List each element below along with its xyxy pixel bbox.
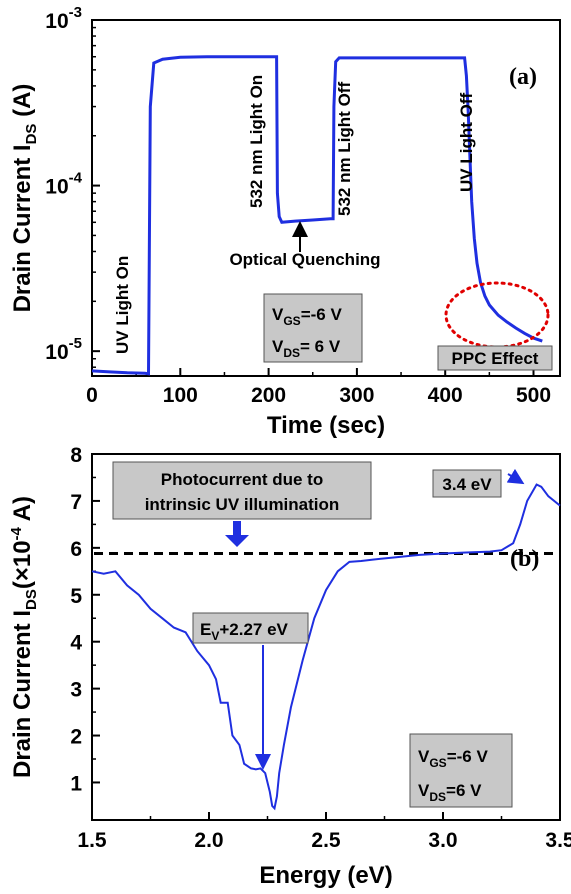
svg-text:EV+2.27 eV: EV+2.27 eV xyxy=(200,620,289,643)
panel-a-x-tick-label: 400 xyxy=(428,384,463,407)
panel-a-frame xyxy=(91,19,561,377)
panel-b-label: (b) xyxy=(510,546,539,572)
panel-a-ylabel: Drain Current IDS (A) xyxy=(9,84,40,313)
dip-label-box: EV+2.27 eV xyxy=(192,612,309,644)
svg-text:VDS= 6 V: VDS= 6 V xyxy=(272,337,341,360)
panel-a-x-tick-label: 300 xyxy=(339,384,374,407)
panel-b-y-ticks: 1 2 3 4 5 6 7 8 xyxy=(70,444,100,795)
panel-b-x-tick-label: 2.5 xyxy=(311,829,341,852)
panel-a-x-tick-label: 200 xyxy=(251,384,286,407)
panel-a-y-ticks: 10-5 10-4 10-3 xyxy=(45,4,100,368)
panel-b-bias-box: VGS=-6 V VDS=6 V xyxy=(409,733,513,808)
panel-b-x-tick-label: 3.0 xyxy=(428,829,457,852)
panel-a: 0 100 200 300 400 500 10-5 10-4 10-3 Time (sec)… xyxy=(9,4,561,439)
photocurrent-box: Photocurrent due to intrinsic UV illumin… xyxy=(112,461,372,520)
panel-a-y-tick-label: 10-3 xyxy=(45,4,82,33)
panel-b-y-tick-label: 8 xyxy=(70,444,82,467)
panel-b-x-tick-label: 2.0 xyxy=(194,829,223,852)
panel-b-y-tick-label: 6 xyxy=(70,538,82,561)
svg-text:3.4 eV: 3.4 eV xyxy=(442,475,492,494)
panel-a-bias-box: VGS=-6 V VDS= 6 V xyxy=(263,293,363,363)
panel-a-x-ticks: 0 100 200 300 400 500 xyxy=(86,368,551,407)
panel-b-x-ticks: 1.5 2.0 2.5 3.0 3.5 xyxy=(77,812,571,852)
svg-text:VDS=6 V: VDS=6 V xyxy=(418,781,482,804)
peak-label-box: 3.4 eV xyxy=(432,469,502,498)
panel-a-x-tick-label: 0 xyxy=(86,384,98,407)
panel-a-y-tick-label: 10-4 xyxy=(45,170,82,199)
panel-a-series-line xyxy=(91,55,543,376)
ppc-label-box: PPC Effect xyxy=(437,345,553,371)
annotation-532-on: 532 nm Light On xyxy=(247,75,266,208)
photocurrent-arrow xyxy=(225,521,249,547)
svg-text:PPC Effect: PPC Effect xyxy=(452,349,539,368)
svg-text:Photocurrent due to: Photocurrent due to xyxy=(161,470,323,489)
panel-b-y-tick-label: 2 xyxy=(70,726,82,749)
annotation-uv-on: UV Light On xyxy=(113,256,132,354)
annotation-optical-quenching: Optical Quenching xyxy=(229,250,380,269)
panel-a-label: (a) xyxy=(509,64,537,90)
panel-b-x-tick-label: 1.5 xyxy=(77,829,107,852)
svg-text:VGS=-6 V: VGS=-6 V xyxy=(418,747,488,770)
panel-b-y-tick-label: 4 xyxy=(70,632,82,655)
panel-a-y-tick-label: 10-5 xyxy=(45,335,82,364)
svg-text:VGS=-6 V: VGS=-6 V xyxy=(272,305,342,328)
panel-b-series-line xyxy=(91,483,561,811)
annotation-532-off: 532 nm Light Off xyxy=(335,82,354,216)
panel-b-x-tick-label: 3.5 xyxy=(545,829,571,852)
svg-text:intrinsic UV illumination: intrinsic UV illumination xyxy=(145,495,340,514)
annotation-uv-off: UV Light Off xyxy=(457,93,476,192)
panel-b: 1.5 2.0 2.5 3.0 3.5 1 2 3 4 5 6 7 8 Energy (eV) Dra… xyxy=(8,444,571,889)
panel-a-xlabel: Time (sec) xyxy=(267,412,385,439)
panel-a-x-tick-label: 500 xyxy=(516,384,551,407)
peak-arrow xyxy=(506,468,525,485)
panel-b-y-tick-label: 3 xyxy=(70,679,82,702)
panel-b-xlabel: Energy (eV) xyxy=(259,862,392,889)
panel-b-y-tick-label: 7 xyxy=(70,491,82,514)
panel-b-y-tick-label: 1 xyxy=(70,772,82,795)
panel-a-x-tick-label: 100 xyxy=(163,384,198,407)
panel-b-ylabel: Drain Current IDS(×10-4 A) xyxy=(8,496,40,778)
panel-b-y-tick-label: 5 xyxy=(70,585,82,608)
